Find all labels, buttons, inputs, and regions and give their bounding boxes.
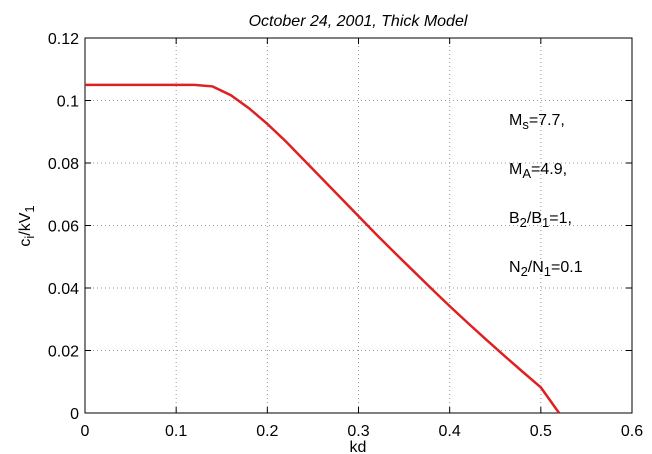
- text-part: /N: [528, 259, 544, 276]
- x-axis-label: kd: [350, 439, 367, 454]
- annotation: Ms=7.7,: [509, 112, 565, 132]
- text-part: /kV: [17, 212, 34, 235]
- x-tick-label: 0: [81, 423, 90, 440]
- subscript: 1: [542, 215, 549, 230]
- subscript: s: [522, 117, 529, 132]
- text-part: =7.7,: [529, 112, 565, 129]
- text-part: M: [509, 161, 522, 178]
- text-part: B: [509, 210, 520, 227]
- subscript: 1: [22, 205, 37, 212]
- text-part: M: [509, 112, 522, 129]
- text-part: N: [509, 259, 521, 276]
- x-tick-label: 0.5: [530, 423, 552, 440]
- x-tick-label: 0.6: [621, 423, 643, 440]
- chart-title: October 24, 2001, Thick Model: [249, 13, 468, 30]
- data-line: [85, 83, 561, 414]
- subscript: 2: [520, 215, 527, 230]
- y-tick-label: 0: [70, 406, 79, 423]
- text-part: =4.9,: [531, 161, 567, 178]
- text-part: =1,: [549, 210, 572, 227]
- subscript: A: [522, 166, 531, 181]
- y-tick-label: 0.04: [48, 281, 79, 298]
- y-tick-label: 0.06: [48, 219, 79, 236]
- annotation: N2/N1=0.1: [509, 259, 583, 279]
- text-part: /B: [527, 210, 542, 227]
- y-tick-label: 0.12: [48, 31, 79, 48]
- y-tick-label: 0.1: [57, 94, 79, 111]
- plot-frame: [84, 37, 633, 414]
- annotation: MA=4.9,: [509, 161, 567, 181]
- text-part: =0.1: [551, 259, 583, 276]
- subscript: i: [22, 236, 37, 239]
- x-tick-label: 0.4: [439, 423, 461, 440]
- x-tick-label: 0.2: [256, 423, 278, 440]
- y-tick-label: 0.08: [48, 156, 79, 173]
- subscript: 1: [544, 264, 551, 279]
- x-tick-label: 0.3: [347, 423, 369, 440]
- x-tick-label: 0.1: [165, 423, 187, 440]
- subscript: 2: [521, 264, 528, 279]
- y-axis-label: ci/kV1: [17, 205, 37, 246]
- y-tick-label: 0.02: [48, 344, 79, 361]
- text-part: c: [17, 239, 34, 247]
- annotation: B2/B1=1,: [509, 210, 572, 230]
